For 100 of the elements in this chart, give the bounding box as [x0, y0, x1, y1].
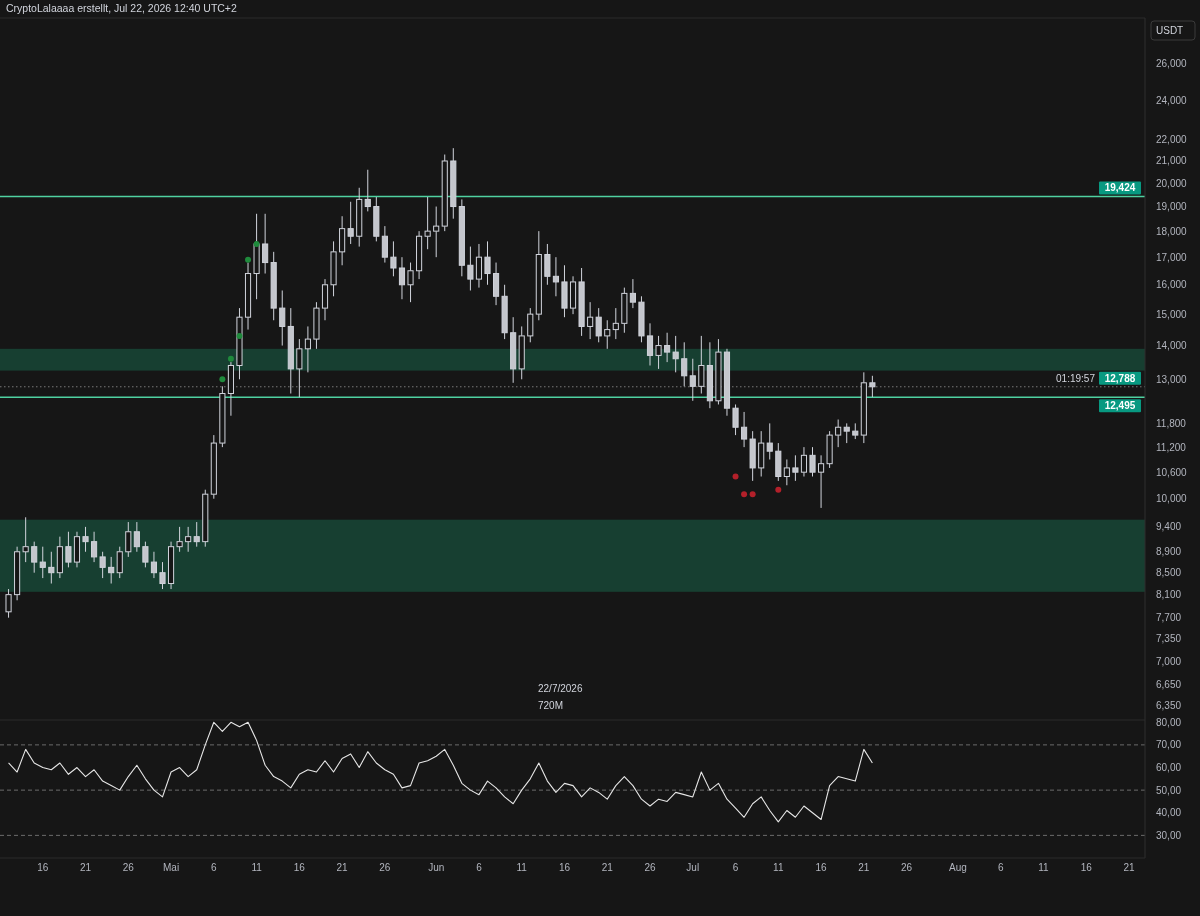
- y-tick-label: 13,000: [1156, 373, 1188, 385]
- candlestick: [698, 335, 705, 395]
- line-series: [8, 721, 873, 823]
- candlestick: [22, 516, 29, 563]
- point: [732, 473, 739, 480]
- candlestick: [809, 446, 816, 477]
- y-tick-label: 8,900: [1156, 546, 1182, 558]
- x-tick-label: 21: [858, 862, 870, 873]
- candlestick: [604, 319, 611, 350]
- y-tick-label: 11,800: [1156, 417, 1187, 429]
- x-tick-label: 26: [379, 862, 391, 873]
- candlestick: [56, 536, 63, 579]
- candlestick: [587, 301, 594, 340]
- y-tick-label: 21,000: [1156, 155, 1188, 167]
- candlestick: [167, 541, 175, 590]
- y-tick-label: 7,350: [1156, 633, 1182, 645]
- candlestick: [125, 521, 132, 558]
- candlestick: [501, 284, 508, 340]
- candlestick: [475, 243, 483, 289]
- y-tick-label: 40,00: [1156, 807, 1182, 819]
- candlestick: [467, 246, 474, 291]
- candlestick: [330, 240, 337, 297]
- x-tick-label: Jul: [686, 862, 700, 873]
- y-axis-title: USDT: [1156, 25, 1184, 36]
- point: [253, 240, 260, 247]
- candlestick: [510, 316, 517, 384]
- candlestick: [150, 551, 158, 579]
- candlestick: [193, 521, 200, 548]
- candlestick: [253, 213, 260, 300]
- x-tick-label: 16: [1080, 862, 1093, 873]
- point: [741, 491, 748, 498]
- candlestick: [270, 251, 277, 321]
- x-tick-label: 6: [732, 862, 739, 873]
- ref-line-label: 12,788: [1104, 372, 1136, 384]
- x-tick-label: 6: [476, 862, 483, 873]
- ref-line-label: 12,495: [1104, 400, 1136, 412]
- candlestick: [672, 335, 679, 373]
- y-tick-label: 6,350: [1156, 699, 1182, 711]
- candlestick: [484, 240, 491, 286]
- point: [236, 332, 243, 339]
- candlestick: [569, 275, 577, 315]
- point: [227, 355, 234, 362]
- candlestick: [664, 332, 671, 363]
- candlestick: [304, 325, 311, 373]
- x-tick-label: 16: [37, 862, 49, 873]
- candlestick: [227, 361, 234, 417]
- candlestick: [655, 335, 662, 370]
- candlestick: [783, 458, 790, 486]
- candlestick: [843, 422, 850, 444]
- y-tick-label: 60,00: [1156, 762, 1182, 774]
- x-tick-label: Mai: [162, 862, 180, 873]
- y-tick-label: 8,500: [1156, 567, 1182, 579]
- x-tick-label: 11: [251, 862, 263, 873]
- x-tick-label: 21: [336, 862, 349, 873]
- candlestick: [433, 206, 440, 258]
- candlestick: [381, 225, 388, 264]
- y-tick-label: 18,000: [1156, 225, 1188, 237]
- candlestick: [578, 267, 585, 337]
- candlestick: [424, 196, 431, 250]
- annotation: 01:19:57: [1056, 372, 1096, 384]
- candlestick: [552, 256, 559, 297]
- y-tick-label: 16,000: [1156, 279, 1188, 291]
- y-tick-label: 26,000: [1156, 58, 1188, 70]
- y-tick-label: 30,00: [1156, 829, 1182, 841]
- y-tick-label: 50,00: [1156, 784, 1182, 796]
- x-tick-label: 16: [293, 862, 306, 873]
- candlestick: [818, 454, 825, 509]
- candlestick: [518, 325, 525, 380]
- x-tick-label: 11: [516, 862, 528, 873]
- y-tick-label: 6,650: [1156, 678, 1182, 690]
- candlestick: [133, 521, 140, 553]
- candlestick: [681, 341, 688, 387]
- x-tick-label: 21: [601, 862, 614, 873]
- point: [775, 486, 782, 493]
- x-tick-label: 16: [815, 862, 828, 873]
- x-tick-label: 21: [79, 862, 92, 873]
- candlestick: [450, 147, 457, 220]
- candlestick: [629, 278, 636, 309]
- candlestick: [82, 526, 89, 553]
- candlestick: [14, 546, 21, 601]
- candlestick: [689, 358, 696, 402]
- candlestick: [356, 187, 363, 248]
- x-tick-label: Jun: [428, 862, 445, 873]
- candlestick: [202, 489, 209, 548]
- annotation: 720M: [538, 700, 564, 711]
- candlestick: [775, 442, 782, 482]
- text: CryptoLalaaaa erstellt, Jul 22, 2026 12:40 UTC+2: [6, 2, 238, 14]
- candlestick: [39, 546, 46, 579]
- candlestick: [296, 338, 303, 398]
- y-tick-label: 9,400: [1156, 521, 1182, 533]
- y-tick-label: 17,000: [1156, 251, 1188, 263]
- candlestick: [48, 551, 55, 585]
- x-tick-label: 21: [1123, 862, 1135, 873]
- x-tick-label: 26: [122, 862, 135, 873]
- candlestick: [91, 531, 98, 563]
- y-tick-label: 7,700: [1156, 612, 1182, 624]
- x-tick-label: 26: [901, 862, 913, 873]
- ref-line-label: 19,424: [1104, 182, 1136, 194]
- candlestick: [706, 341, 713, 409]
- candlestick: [646, 322, 654, 366]
